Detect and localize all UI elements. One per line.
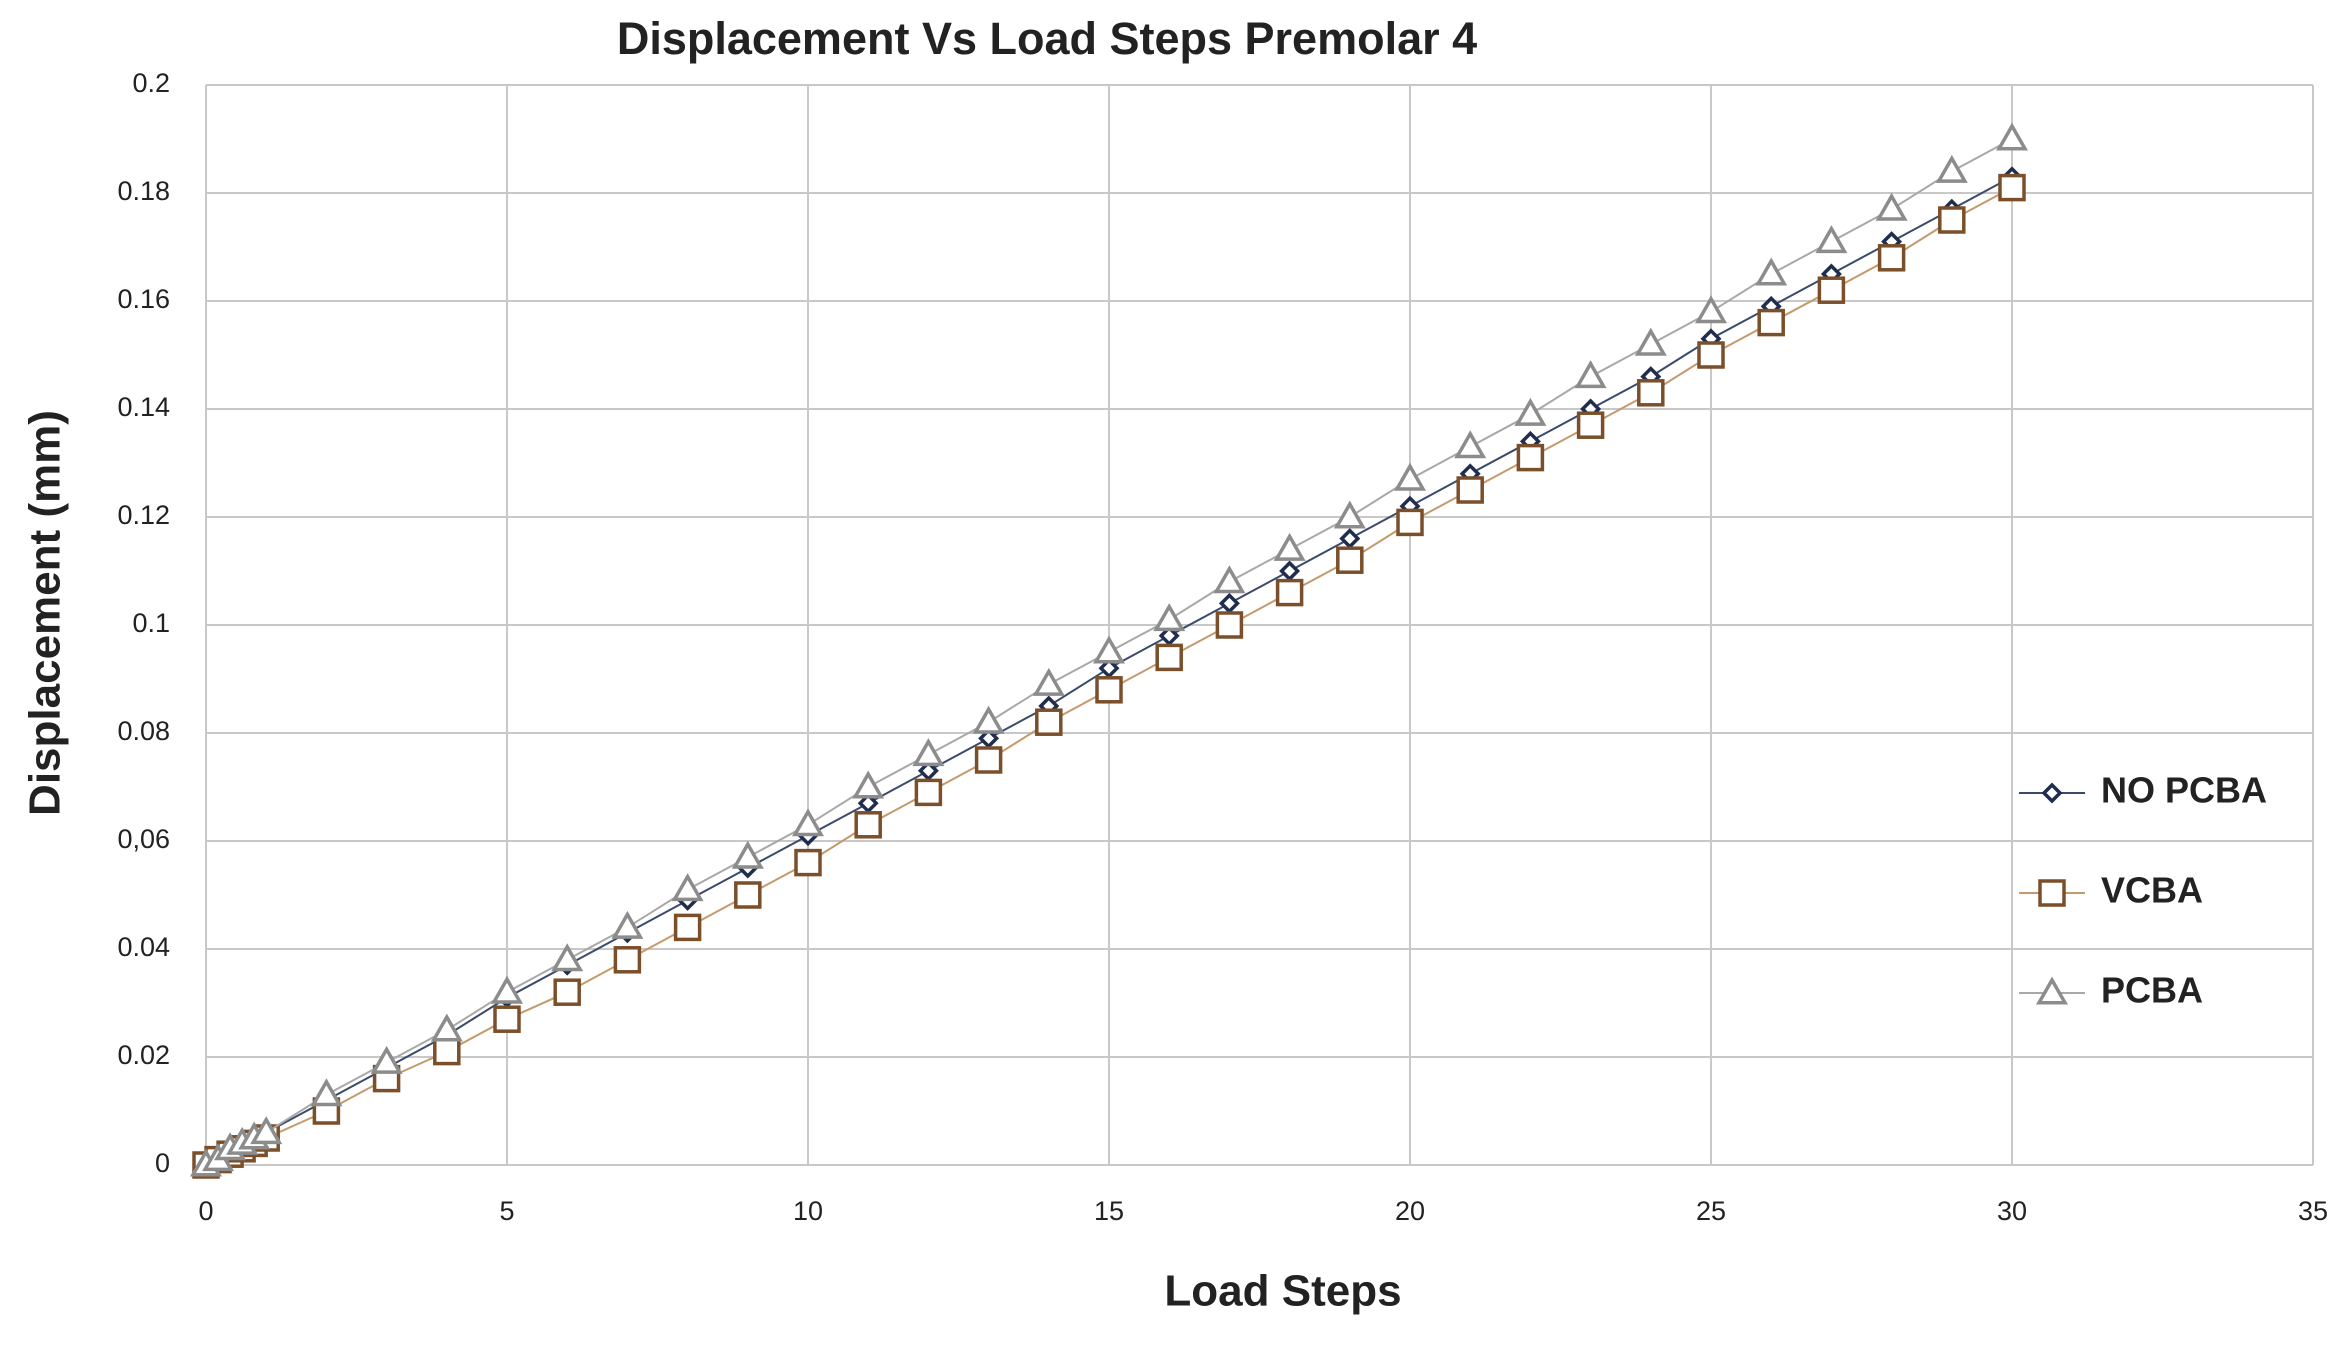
data-point [791,808,825,837]
data-point [1877,244,1906,272]
data-point [1396,508,1424,537]
data-point [1035,708,1063,736]
y-tick-label: 0.1 [132,608,170,638]
data-point [1576,411,1605,439]
data-point [1998,173,2026,202]
data-point [1634,327,1667,356]
data-point [1697,341,1725,369]
data-point [912,738,945,767]
data-point [1817,276,1846,304]
data-point [1218,592,1240,614]
data-point [1275,578,1304,607]
data-point [433,1037,461,1066]
data-point [1213,565,1246,594]
y-tick-label: 0.2 [132,68,170,98]
y-tick-label: 0.18 [117,176,170,206]
data-point [1757,308,1785,337]
x-tick-label: 0 [198,1196,213,1226]
data-point [1155,643,1183,672]
legend-marker [2038,879,2066,907]
legend-label: NO PCBA [2101,770,2267,811]
legend-label: VCBA [2101,870,2203,911]
data-point [794,848,822,877]
data-point [1092,635,1126,664]
data-point [1995,122,2029,151]
y-tick-label: 0,06 [117,824,170,854]
data-point [854,811,882,839]
data-point [1339,528,1361,550]
data-point [1279,560,1301,582]
legend-marker [2035,976,2069,1005]
legend-label: PCBA [2101,970,2203,1011]
data-point [1875,192,1908,221]
data-point [974,746,1003,774]
data-point [734,881,762,909]
legend-item: NO PCBA [2019,770,2267,811]
data-point [972,705,1005,734]
data-point [1815,225,1848,254]
series [189,122,2029,1177]
data-point [673,913,702,942]
legend-marker [2041,782,2063,804]
data-point [1755,257,1788,286]
data-point [611,910,644,939]
data-point [1333,500,1366,529]
data-point [493,1005,521,1033]
data-point [553,978,581,1006]
x-tick-label: 20 [1395,1196,1425,1226]
data-point [613,946,642,974]
chart-title: Displacement Vs Load Steps Premolar 4 [617,13,1477,64]
data-point [1273,532,1306,561]
data-point [1336,546,1364,574]
y-axis-label: Displacement (mm) [21,410,70,816]
legend-item: VCBA [2019,870,2203,911]
data-point [1153,603,1186,632]
y-tick-label: 0.02 [117,1040,170,1070]
x-axis-label: Load Steps [1164,1267,1401,1316]
data-point [430,1013,463,1042]
data-point [1637,379,1665,407]
data-point [914,778,943,807]
data-point [1938,206,1966,234]
y-tick-label: 0.16 [117,284,170,314]
data-point [490,975,524,1004]
y-tick-label: 0.04 [117,932,170,962]
y-tick-label: 0 [155,1148,170,1178]
data-point [1032,667,1065,696]
x-tick-label: 10 [793,1196,823,1226]
data-point [1694,295,1728,324]
y-tick-label: 0.14 [117,392,170,422]
data-point [1215,611,1244,639]
data-point [1095,676,1123,704]
x-tick-label: 30 [1997,1196,2027,1226]
data-point [1514,397,1547,426]
data-point [1393,462,1427,491]
data-point [1516,443,1545,472]
data-point [1574,360,1607,389]
x-tick-label: 5 [499,1196,514,1226]
data-point [1454,430,1487,459]
x-tick-label: 35 [2298,1196,2328,1226]
y-tick-label: 0.12 [117,500,170,530]
data-point [852,770,885,799]
data-point [1456,476,1484,504]
data-point [250,1116,283,1145]
data-point [370,1045,403,1074]
data-point [310,1078,343,1107]
y-tick-label: 0.08 [117,716,170,746]
data-point [551,943,584,972]
x-tick-label: 25 [1696,1196,1726,1226]
data-point [731,840,764,869]
x-tick-label: 15 [1094,1196,1124,1226]
data-point [671,873,704,902]
legend-item: PCBA [2019,970,2203,1011]
data-point [1935,154,1968,183]
